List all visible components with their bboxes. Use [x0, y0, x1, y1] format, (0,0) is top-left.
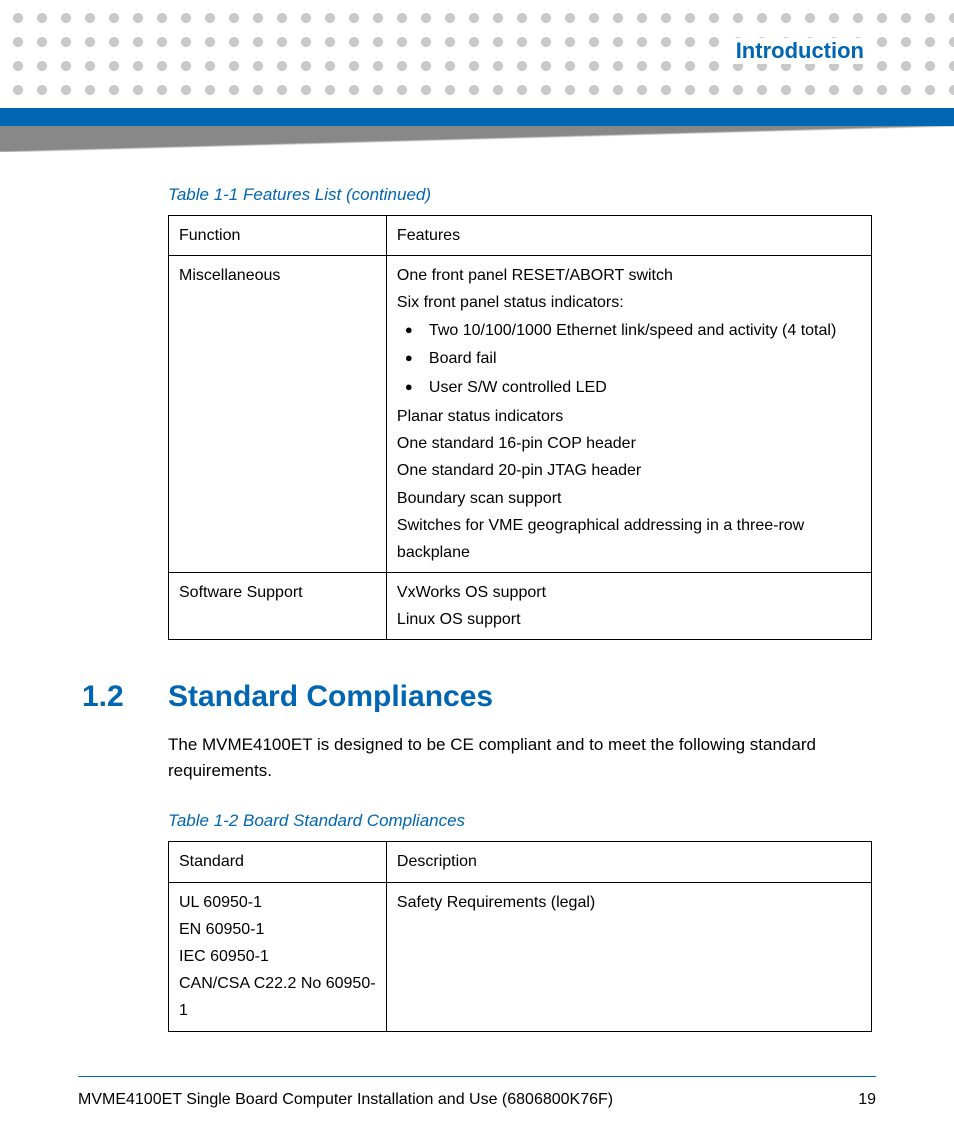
standard-line: CAN/CSA C22.2 No 60950-1 — [179, 970, 376, 1024]
table-header-row: Function Features — [169, 216, 872, 256]
features-table: Function Features Miscellaneous One fron… — [168, 215, 872, 640]
cell-function: Miscellaneous — [169, 256, 387, 573]
standard-line: EN 60950-1 — [179, 916, 376, 943]
standard-line: IEC 60950-1 — [179, 943, 376, 970]
feature-line: Linux OS support — [397, 606, 861, 633]
table-row: UL 60950-1 EN 60950-1 IEC 60950-1 CAN/CS… — [169, 882, 872, 1031]
table-header-row: Standard Description — [169, 842, 872, 882]
section-title: Standard Compliances — [168, 680, 493, 714]
col-header-description: Description — [386, 842, 871, 882]
feature-line: One standard 16-pin COP header — [397, 430, 861, 457]
feature-line: One front panel RESET/ABORT switch — [397, 262, 861, 289]
table-row: Software Support VxWorks OS support Linu… — [169, 573, 872, 640]
table-row: Miscellaneous One front panel RESET/ABOR… — [169, 256, 872, 573]
feature-line: One standard 20-pin JTAG header — [397, 457, 861, 484]
section-number: 1.2 — [82, 680, 168, 714]
feature-bullet: Two 10/100/1000 Ethernet link/speed and … — [397, 317, 861, 346]
feature-bullets: Two 10/100/1000 Ethernet link/speed and … — [397, 317, 861, 403]
standard-line: UL 60950-1 — [179, 889, 376, 916]
cell-standard: UL 60950-1 EN 60950-1 IEC 60950-1 CAN/CS… — [169, 882, 387, 1031]
cell-features: VxWorks OS support Linux OS support — [386, 573, 871, 640]
feature-bullet: Board fail — [397, 345, 861, 374]
table2-caption: Table 1-2 Board Standard Compliances — [168, 811, 872, 831]
feature-line: Boundary scan support — [397, 485, 861, 512]
col-header-standard: Standard — [169, 842, 387, 882]
feature-line: VxWorks OS support — [397, 579, 861, 606]
col-header-function: Function — [169, 216, 387, 256]
footer-page-number: 19 — [858, 1091, 876, 1109]
page-footer: MVME4100ET Single Board Computer Install… — [78, 1091, 876, 1109]
section-heading: 1.2 Standard Compliances — [82, 680, 872, 714]
feature-line: Six front panel status indicators: — [397, 289, 861, 316]
compliances-table: Standard Description UL 60950-1 EN 60950… — [168, 841, 872, 1031]
cell-function: Software Support — [169, 573, 387, 640]
feature-line: Switches for VME geographical addressing… — [397, 512, 861, 566]
feature-line: Planar status indicators — [397, 403, 861, 430]
header-blue-bar — [0, 108, 954, 126]
col-header-features: Features — [386, 216, 871, 256]
footer-doc-title: MVME4100ET Single Board Computer Install… — [78, 1091, 613, 1109]
page-content: Table 1-1 Features List (continued) Func… — [168, 185, 872, 1072]
feature-bullet: User S/W controlled LED — [397, 374, 861, 403]
footer-rule — [78, 1076, 876, 1077]
header-gray-wedge — [0, 126, 954, 152]
chapter-title: Introduction — [724, 38, 876, 64]
cell-description: Safety Requirements (legal) — [386, 882, 871, 1031]
section-body: The MVME4100ET is designed to be CE comp… — [168, 732, 872, 783]
cell-features: One front panel RESET/ABORT switch Six f… — [386, 256, 871, 573]
table1-caption: Table 1-1 Features List (continued) — [168, 185, 872, 205]
